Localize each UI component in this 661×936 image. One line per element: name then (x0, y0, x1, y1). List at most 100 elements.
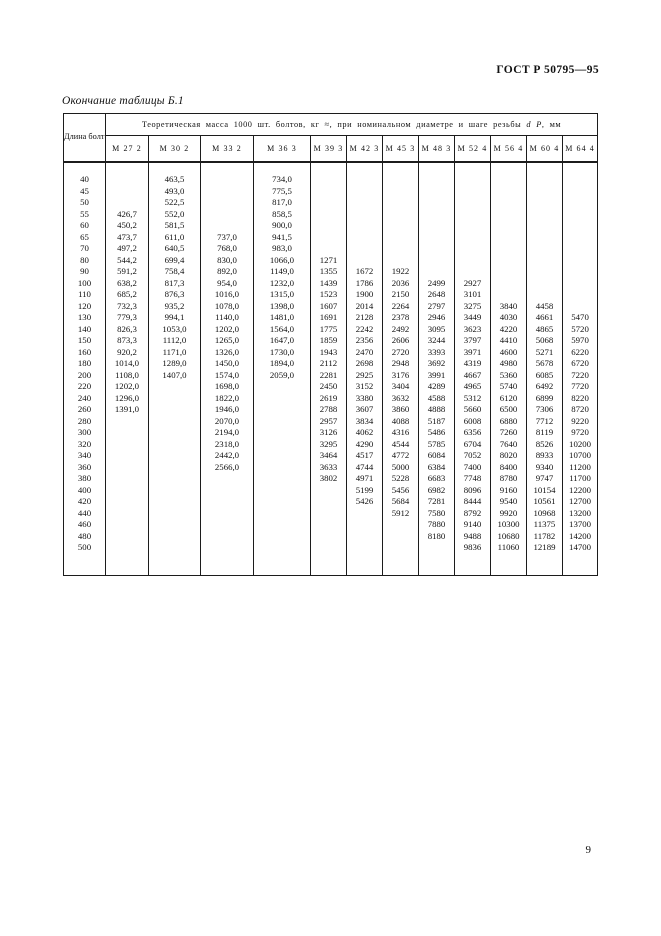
mass-value-cell: 9720 (561, 427, 598, 439)
mass-value-cell (148, 392, 201, 404)
table-row: 40 463,5 734,0 (64, 162, 598, 186)
mass-value-cell: 1391,0 (105, 404, 149, 416)
mass-value-cell: 8780 (490, 473, 527, 485)
mass-value-cell: 3244 (418, 335, 455, 347)
bolt-length-cell: 65 (80, 231, 89, 242)
mass-value-cell: 5187 (418, 415, 455, 427)
bolt-length-cell: 300 (77, 427, 92, 437)
mass-value-cell (346, 519, 383, 531)
mass-value-cell (490, 266, 527, 278)
mass-value-cell (561, 208, 598, 220)
thread-size-header: М 64 4 (561, 135, 598, 162)
bolt-length-cell: 60 (80, 220, 89, 230)
mass-value-cell: 826,3 (105, 323, 149, 335)
bolt-length-cell: 320 (77, 438, 92, 449)
mass-value-cell (382, 519, 419, 531)
mass-value-cell: 7748 (454, 473, 491, 485)
mass-value-cell: 4667 (454, 369, 491, 381)
mass-value-cell: 6008 (454, 415, 491, 427)
mass-value-cell (346, 542, 383, 575)
length-column-header: Длина болта l, мм (63, 113, 106, 162)
thread-size-header: М 27 2 (105, 135, 149, 162)
table-row: 150 873,3 1112,0 1265,0 1647,0 1859 2356 2606 32… (64, 335, 598, 347)
table-row: 460 7880 9140 10300 11375 13700 (64, 519, 598, 531)
mass-value-cell (105, 197, 149, 209)
mass-value-cell (346, 185, 383, 197)
mass-value-cell (418, 243, 455, 255)
mass-value-cell: 941,5 (253, 231, 311, 243)
bolt-length-cell: 50 (80, 197, 89, 207)
table-row: 80 544,2 699,4 830,0 1066,0 1271 (64, 254, 598, 266)
mass-value-cell: 9140 (454, 519, 491, 531)
mass-value-cell: 2698 (346, 358, 383, 370)
mass-value-cell (418, 542, 455, 575)
mass-value-cell (490, 197, 527, 209)
mass-value-cell (382, 254, 419, 266)
table-row: 380 3802 4971 5228 6683 7748 8780 9747 11700 (64, 473, 598, 485)
thread-size-header: М 60 4 (526, 135, 563, 162)
table-row: 50 522,5 817,0 (64, 197, 598, 209)
mass-value-cell (148, 507, 201, 519)
table-row: 200 1108,0 1407,0 1574,0 2059,0 2281 2925 3176 3… (64, 369, 598, 381)
table-row: 400 5199 5456 6982 8096 9160 10154 12200 (64, 484, 598, 496)
mass-value-cell: 8792 (454, 507, 491, 519)
mass-value-cell (148, 530, 201, 542)
mass-value-cell (382, 530, 419, 542)
mass-value-cell: 8400 (490, 461, 527, 473)
mass-value-cell: 5470 (561, 312, 598, 324)
mass-value-cell (382, 220, 419, 232)
mass-value-cell: 4517 (346, 450, 383, 462)
mass-column-group-header: Теоретическая масса 1000 шт. болтов, кг … (104, 113, 598, 136)
mass-value-cell: 3176 (382, 369, 419, 381)
mass-value-cell: 1265,0 (200, 335, 254, 347)
mass-value-cell: 5684 (382, 496, 419, 508)
bolt-mass-table: Длина болта l, мм Теоретическая масса 10… (63, 113, 599, 576)
mass-header-unit: , мм (541, 120, 562, 129)
mass-value-cell (148, 438, 201, 450)
mass-value-cell (490, 208, 527, 220)
mass-value-cell (253, 404, 311, 416)
mass-value-cell (526, 220, 563, 232)
mass-value-cell (253, 450, 311, 462)
mass-value-cell (526, 289, 563, 301)
mass-value-cell (346, 254, 383, 266)
table-row: 440 5912 7580 8792 9920 10968 13200 (64, 507, 598, 519)
mass-value-cell: 11700 (561, 473, 598, 485)
mass-value-cell (105, 162, 149, 186)
mass-value-cell (253, 392, 311, 404)
mass-value-cell: 8119 (526, 427, 563, 439)
mass-value-cell: 768,0 (200, 243, 254, 255)
mass-value-cell: 4744 (346, 461, 383, 473)
mass-value-cell (200, 484, 254, 496)
bolt-length-cell: 380 (77, 473, 92, 483)
mass-value-cell (105, 415, 149, 427)
mass-value-cell (526, 208, 563, 220)
mass-value-cell: 830,0 (200, 254, 254, 266)
mass-value-cell (490, 254, 527, 266)
mass-value-cell: 9540 (490, 496, 527, 508)
mass-value-cell: 1894,0 (253, 358, 311, 370)
mass-value-cell (200, 507, 254, 519)
mass-value-cell: 4661 (526, 312, 563, 324)
mass-value-cell: 1078,0 (200, 300, 254, 312)
table-row: 160 920,2 1171,0 1326,0 1730,0 1943 2470 2720 33… (64, 346, 598, 358)
mass-value-cell: 4062 (346, 427, 383, 439)
mass-value-cell (346, 530, 383, 542)
mass-value-cell (200, 473, 254, 485)
mass-value-cell (310, 519, 347, 531)
mass-value-cell (526, 277, 563, 289)
mass-value-cell (148, 415, 201, 427)
bolt-length-cell: 120 (77, 300, 92, 311)
mass-value-cell: 497,2 (105, 243, 149, 255)
mass-value-cell: 10680 (490, 530, 527, 542)
mass-value-cell: 493,0 (148, 185, 201, 197)
thread-size-header: М 39 3 (310, 135, 347, 162)
mass-value-cell: 2499 (418, 277, 455, 289)
mass-value-cell: 2948 (382, 358, 419, 370)
mass-value-cell: 3840 (490, 300, 527, 312)
mass-value-cell (561, 300, 598, 312)
mass-value-cell (105, 427, 149, 439)
mass-value-cell (418, 197, 455, 209)
table-row: 45 493,0 775,5 (64, 185, 598, 197)
